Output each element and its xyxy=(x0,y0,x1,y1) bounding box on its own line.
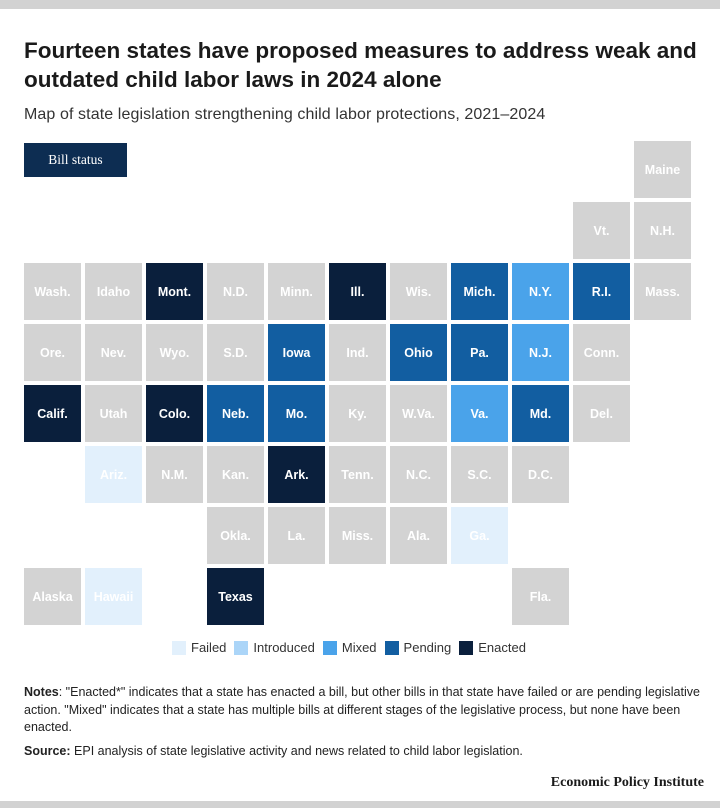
state-tile: Texas xyxy=(207,568,264,625)
state-tile: S.C. xyxy=(451,446,508,503)
state-tile: Ore. xyxy=(24,324,81,381)
state-tile: S.D. xyxy=(207,324,264,381)
notes-label: Notes xyxy=(24,685,59,699)
state-tile: Ohio xyxy=(390,324,447,381)
state-tile: Ind. xyxy=(329,324,386,381)
state-tile: D.C. xyxy=(512,446,569,503)
state-tile: N.D. xyxy=(207,263,264,320)
legend-label: Mixed xyxy=(341,640,377,655)
legend-label: Pending xyxy=(403,640,452,655)
legend-label: Enacted xyxy=(478,640,526,655)
source: Source: EPI analysis of state legislativ… xyxy=(24,744,704,758)
legend-swatch xyxy=(322,640,337,655)
legend: Failed Introduced Mixed Pending Enacted xyxy=(172,640,534,655)
chart-title: Fourteen states have proposed measures t… xyxy=(24,38,697,92)
legend-item-enacted: Enacted xyxy=(459,640,526,655)
state-tile: Vt. xyxy=(573,202,630,259)
notes-text: : "Enacted*" indicates that a state has … xyxy=(24,685,700,734)
state-tile: Tenn. xyxy=(329,446,386,503)
state-tile: Nev. xyxy=(85,324,142,381)
state-tile: Wash. xyxy=(24,263,81,320)
top-border xyxy=(0,0,720,9)
state-tile: N.Y. xyxy=(512,263,569,320)
state-tile: N.J. xyxy=(512,324,569,381)
state-tile: Wis. xyxy=(390,263,447,320)
state-tile: La. xyxy=(268,507,325,564)
bill-status-badge: Bill status xyxy=(24,143,127,177)
state-tile: Ark. xyxy=(268,446,325,503)
legend-item-introduced: Introduced xyxy=(234,640,315,655)
state-tile: Mo. xyxy=(268,385,325,442)
state-tile: Ariz. xyxy=(85,446,142,503)
legend-swatch xyxy=(172,640,186,655)
legend-label: Failed xyxy=(191,640,227,655)
state-tile: Okla. xyxy=(207,507,264,564)
state-tile: Alaska xyxy=(24,568,81,625)
state-tile: Maine xyxy=(634,141,691,198)
state-tile: N.M. xyxy=(146,446,203,503)
state-tile: Hawaii xyxy=(85,568,142,625)
state-tile: Minn. xyxy=(268,263,325,320)
state-tile: Mich. xyxy=(451,263,508,320)
notes: Notes: "Enacted*" indicates that a state… xyxy=(24,684,704,737)
legend-item-pending: Pending xyxy=(384,640,452,655)
state-tile: Mont. xyxy=(146,263,203,320)
state-tile: Ala. xyxy=(390,507,447,564)
source-label: Source: xyxy=(24,744,71,758)
state-tile: Va. xyxy=(451,385,508,442)
state-tile: Iowa xyxy=(268,324,325,381)
state-tile: Md. xyxy=(512,385,569,442)
brand-logo: Economic Policy Institute xyxy=(550,775,704,790)
state-tile: N.C. xyxy=(390,446,447,503)
state-tile: R.I. xyxy=(573,263,630,320)
bottom-border xyxy=(0,801,720,808)
legend-item-mixed: Mixed xyxy=(322,640,377,655)
state-tile: Colo. xyxy=(146,385,203,442)
state-tile: Wyo. xyxy=(146,324,203,381)
state-tile: Del. xyxy=(573,385,630,442)
chart-subtitle: Map of state legislation strengthening c… xyxy=(24,106,546,123)
state-tile: Utah xyxy=(85,385,142,442)
state-tile: Ill. xyxy=(329,263,386,320)
state-tile: Miss. xyxy=(329,507,386,564)
legend-swatch xyxy=(384,640,399,655)
source-text: EPI analysis of state legislative activi… xyxy=(70,744,523,758)
state-tile: Kan. xyxy=(207,446,264,503)
legend-item-failed: Failed xyxy=(172,640,226,655)
legend-swatch xyxy=(459,640,474,655)
state-tile: Pa. xyxy=(451,324,508,381)
legend-swatch xyxy=(234,640,249,655)
state-tile: N.H. xyxy=(634,202,691,259)
state-tile: Ky. xyxy=(329,385,386,442)
legend-label: Introduced xyxy=(253,640,315,655)
state-tile: Idaho xyxy=(85,263,142,320)
state-tile: Ga. xyxy=(451,507,508,564)
state-tile: Calif. xyxy=(24,385,81,442)
state-tile: Fla. xyxy=(512,568,569,625)
state-tile: Mass. xyxy=(634,263,691,320)
state-tile: W.Va. xyxy=(390,385,447,442)
state-tile: Conn. xyxy=(573,324,630,381)
state-tile: Neb. xyxy=(207,385,264,442)
